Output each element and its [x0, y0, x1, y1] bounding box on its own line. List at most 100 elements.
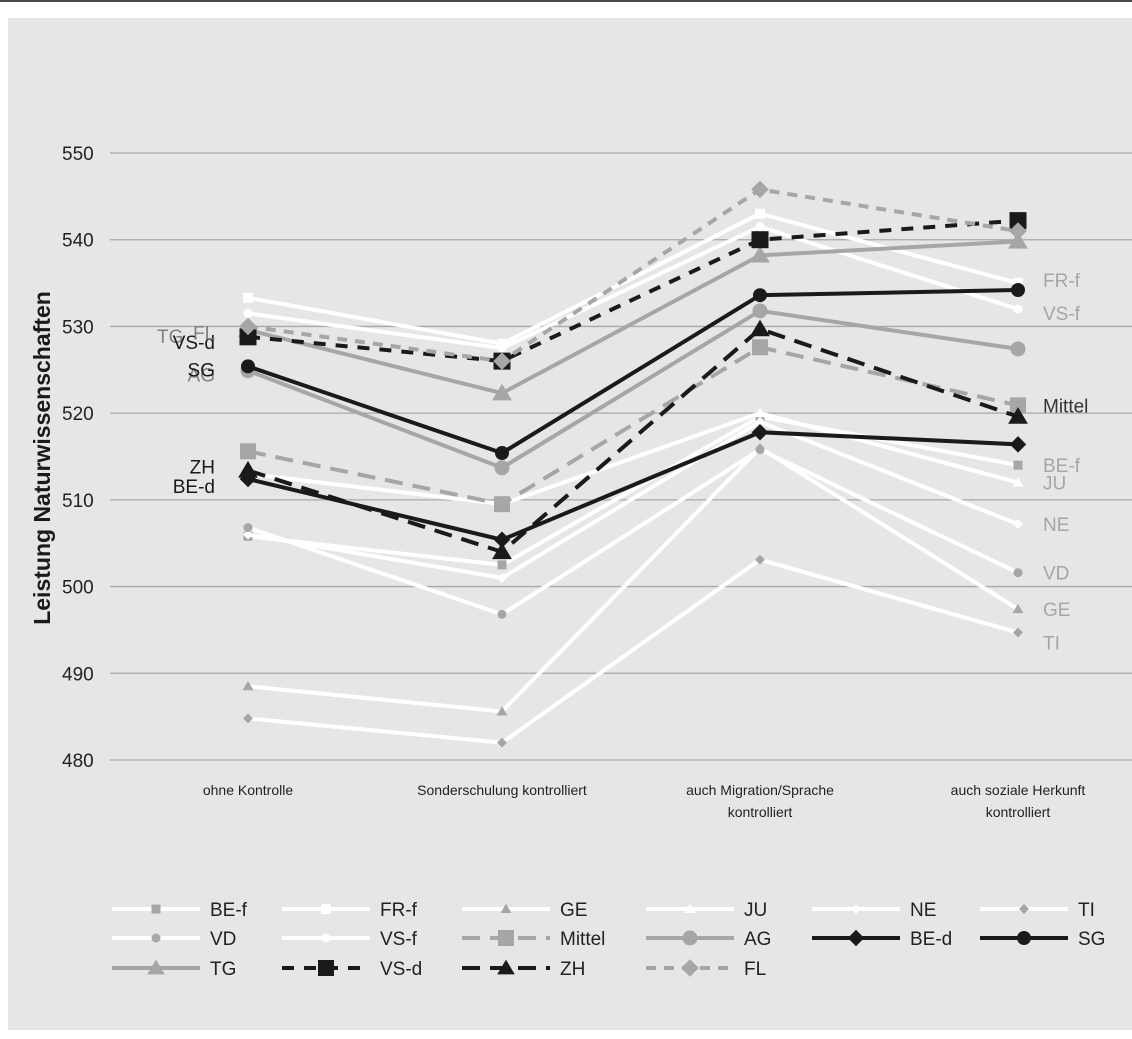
series-marker-sg-2	[753, 288, 767, 303]
x-tick-label-2-1: kontrolliert	[728, 804, 793, 820]
series-marker-ti-3	[1013, 627, 1023, 638]
legend-swatch-marker-vd	[151, 933, 161, 943]
legend-swatch-marker-ju	[684, 903, 696, 913]
series-marker-ag-1	[494, 460, 510, 476]
series-marker-ju-2	[754, 407, 766, 418]
series-marker-be-f-1	[497, 560, 507, 570]
series-line-vs-f	[247, 224, 1019, 351]
legend-swatch-marker-ne	[851, 904, 861, 914]
series-marker-fl-2	[751, 180, 769, 199]
legend-label-tg: TG	[210, 959, 236, 980]
legend-item-mittel: Mittel	[462, 929, 605, 950]
legend-label-be-d: BE-d	[910, 929, 952, 950]
series-marker-mittel-1	[494, 496, 510, 513]
series-marker-vd-2	[755, 445, 765, 455]
y-tick-label-540: 540	[62, 231, 94, 252]
x-tick-label-2-0: auch Migration/Sprache	[686, 782, 834, 798]
series-marker-vd-3	[1013, 568, 1023, 578]
legend-label-vs-d: VS-d	[380, 959, 422, 980]
legend-item-sg: SG	[980, 929, 1105, 950]
series-marker-sg-1	[495, 446, 509, 461]
series-line-ti	[247, 557, 1019, 745]
series-vs-f	[243, 222, 1023, 353]
series-marker-ag-2	[752, 303, 768, 319]
series-marker-fr-f-2	[755, 208, 765, 219]
series-marker-zh-0	[238, 460, 258, 478]
legend-swatch-marker-fr-f	[321, 904, 331, 914]
legend-item-vs-d: VS-d	[282, 959, 422, 980]
legend-item-vd: VD	[112, 929, 236, 950]
series-line-vs-d	[247, 218, 1019, 364]
series-marker-ju-3	[1012, 477, 1024, 487]
legend-swatch-marker-ge	[500, 903, 512, 913]
series-marker-ag-3	[1010, 341, 1026, 357]
grid	[110, 152, 1132, 761]
series-marker-vd-1	[497, 609, 507, 619]
legend-item-ti: TI	[980, 900, 1095, 921]
series-line-vd	[247, 447, 1019, 617]
series-marker-ne-1	[497, 572, 507, 583]
y-axis-label: Leistung Naturwissenschaften	[29, 291, 55, 625]
series-marker-ne-2	[755, 416, 765, 427]
series-marker-ti-1	[497, 737, 507, 748]
series-marker-ne-0	[243, 529, 253, 540]
series-marker-tg-2	[750, 245, 770, 263]
legend-swatch-marker-ag	[682, 930, 698, 946]
legend-label-mittel: Mittel	[560, 929, 605, 950]
end-label-vs-f: VS-f	[1043, 304, 1081, 325]
series-lines	[238, 180, 1028, 748]
series-marker-tg-3	[1008, 231, 1028, 249]
series-marker-ti-2	[755, 554, 765, 565]
legend-swatch-marker-vs-f	[321, 933, 331, 943]
end-label-vd: VD	[1043, 564, 1069, 585]
end-label-fr-f: FR-f	[1043, 271, 1081, 292]
x-tick-label-0-0: ohne Kontrolle	[203, 782, 294, 798]
series-marker-zh-3	[1008, 407, 1028, 424]
legend-item-tg: TG	[112, 959, 236, 980]
series-marker-vd-0	[243, 523, 253, 533]
series-ju	[242, 407, 1024, 509]
series-marker-vs-d-2	[751, 231, 769, 249]
legend-label-fr-f: FR-f	[380, 900, 418, 921]
series-line-ne	[247, 419, 1019, 580]
legend-label-sg: SG	[1078, 929, 1105, 950]
series-marker-sg-3	[1011, 283, 1025, 298]
legend-item-ne: NE	[812, 900, 936, 921]
legend-label-be-f: BE-f	[210, 900, 248, 921]
y-tick-label-490: 490	[62, 664, 94, 685]
series-mittel	[240, 339, 1026, 513]
legend-item-ag: AG	[646, 929, 771, 950]
series-line-tg	[247, 239, 1019, 396]
series-marker-be-d-3	[1009, 436, 1027, 453]
legend-label-ti: TI	[1078, 900, 1095, 921]
legend-item-zh: ZH	[462, 959, 585, 980]
y-tick-label-530: 530	[62, 317, 94, 338]
series-line-fl	[247, 187, 1019, 364]
series-fl	[239, 180, 1027, 370]
series-marker-zh-1	[492, 542, 512, 560]
series-marker-mittel-3	[1010, 397, 1026, 414]
legend-swatch-marker-ti	[1019, 904, 1029, 914]
legend-item-fr-f: FR-f	[282, 900, 418, 921]
legend-label-fl: FL	[744, 959, 766, 980]
series-marker-vs-f-3	[1013, 304, 1023, 314]
legend-swatch-marker-fl	[681, 959, 699, 977]
series-marker-zh-2	[750, 319, 770, 337]
series-marker-ti-0	[243, 713, 253, 724]
series-be-f	[243, 412, 1023, 570]
legend-item-be-f: BE-f	[112, 900, 248, 921]
series-marker-mittel-0	[240, 443, 256, 460]
start-label-fl: FL	[193, 323, 215, 344]
legend-item-be-d: BE-d	[812, 929, 952, 950]
x-tick-label-1-0: Sonderschulung kontrolliert	[417, 782, 587, 798]
legend-swatch-marker-be-d	[847, 929, 865, 947]
legend-swatch-marker-sg	[1017, 931, 1031, 945]
legend-swatch-marker-mittel	[498, 930, 514, 946]
legend: BE-f FR-f GE JU NE TI VD VS-f Mittel AG BE-d SG TG VS…	[112, 900, 1105, 980]
end-label-be-f: BE-f	[1043, 456, 1081, 477]
series-line-mittel	[247, 345, 1019, 507]
y-tick-label-550: 550	[62, 144, 94, 165]
y-ticks: 480 490 500 510 520 530 540 550	[62, 144, 94, 772]
series-marker-be-d-1	[493, 531, 511, 548]
legend-label-ne: NE	[910, 900, 936, 921]
